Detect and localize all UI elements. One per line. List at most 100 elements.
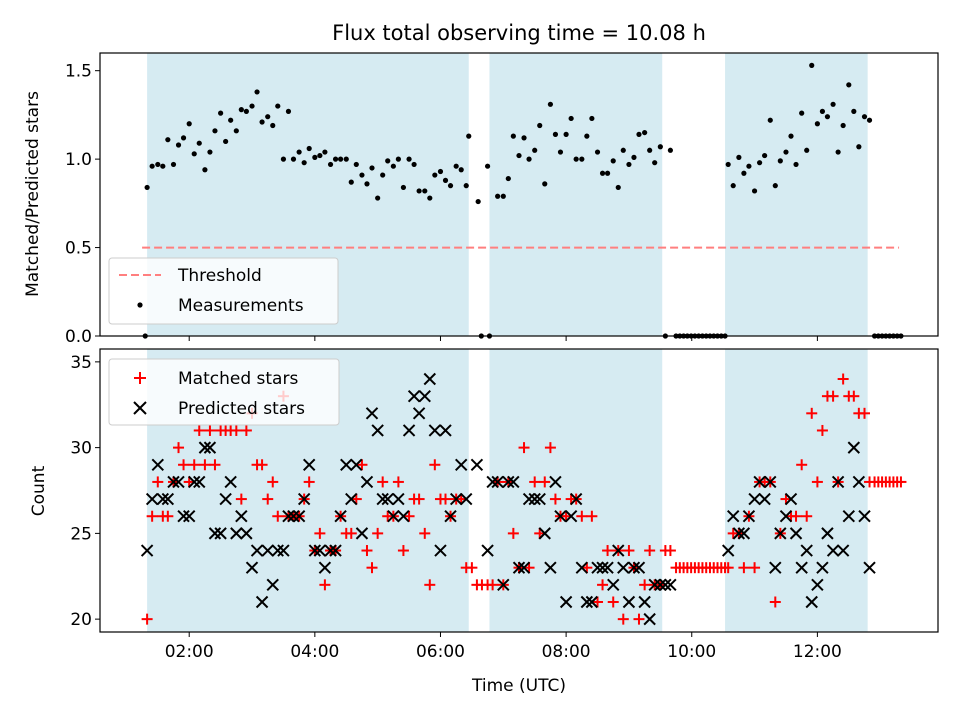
predicted-star-point: [774, 527, 787, 540]
predicted-star-point: [412, 407, 426, 420]
measurement-point: [155, 161, 161, 168]
matched-star-point: [586, 510, 598, 522]
measurement-point: [767, 117, 773, 123]
predicted-star-point: [654, 578, 667, 592]
measurement-point: [270, 122, 276, 129]
matched-star-point: [146, 510, 158, 522]
predicted-star-point: [198, 441, 212, 454]
predicted-star-point: [727, 510, 740, 523]
matched-star-point: [267, 476, 279, 488]
measurement-point: [620, 147, 626, 153]
measurement-point: [568, 115, 574, 122]
predicted-star-points: [140, 372, 876, 626]
measurement-point: [584, 133, 590, 139]
measurement-point: [563, 131, 569, 137]
predicted-star-point: [460, 492, 473, 506]
measurement-point: [285, 108, 292, 114]
top-legend: Threshold Measurements: [108, 257, 339, 325]
measurement-point: [495, 193, 501, 199]
measurement-point: [458, 167, 464, 173]
measurement-point: [447, 183, 454, 189]
matched-star-point: [256, 459, 268, 471]
matched-star-point: [345, 527, 357, 539]
predicted-star-point: [208, 527, 222, 540]
predicted-star-point: [397, 510, 410, 523]
measurement-point: [243, 108, 249, 114]
predicted-star-point: [167, 475, 180, 489]
predicted-star-point: [769, 561, 782, 574]
matched-star-point: [827, 390, 839, 402]
measurement-point: [442, 177, 449, 183]
predicted-star-point: [575, 561, 589, 574]
measurement-point: [751, 188, 758, 194]
matched-star-point: [235, 493, 247, 505]
matched-star-point: [397, 545, 409, 557]
predicted-star-point: [292, 510, 306, 523]
measurement-point: [819, 108, 826, 114]
matched-star-point: [372, 527, 384, 539]
measurement-point: [453, 163, 459, 169]
matched-star-point: [230, 424, 242, 436]
matched-star-point: [152, 476, 164, 488]
matched-star-point: [592, 596, 604, 608]
measurement-point: [542, 181, 548, 187]
chart-title: Flux total observing time = 10.08 h: [332, 21, 706, 45]
predicted-star-point: [569, 492, 583, 506]
predicted-star-point: [852, 475, 866, 489]
predicted-star-point: [732, 527, 746, 540]
legend-threshold-label: Threshold: [177, 266, 262, 286]
matched-star-point: [141, 613, 153, 625]
measurement-point: [510, 133, 516, 139]
predicted-star-point: [381, 492, 394, 506]
measurement-point: [809, 62, 815, 68]
measurement-point: [783, 149, 789, 155]
matched-star-point: [837, 373, 849, 385]
x-tick-label: 10:00: [667, 642, 716, 662]
measurement-point: [296, 149, 302, 155]
matched-star-point: [466, 562, 478, 574]
x-tick-label: 04:00: [290, 642, 339, 662]
predicted-star-point: [643, 612, 656, 626]
measurement-point: [400, 184, 407, 191]
predicted-star-point: [638, 595, 651, 609]
measurement-point: [652, 160, 658, 166]
measurement-point: [466, 133, 472, 139]
measurement-point: [599, 170, 606, 176]
y-tick-label: 0.0: [65, 327, 92, 347]
top-y-ticks: 0.0 0.5 1.0 1.5: [65, 62, 100, 347]
measurement-point: [861, 114, 868, 120]
predicted-star-point: [538, 527, 551, 540]
measurement-point: [788, 133, 794, 139]
matched-star-point: [403, 510, 415, 522]
predicted-star-point: [491, 475, 504, 489]
matched-star-point: [549, 493, 561, 505]
measurement-point: [186, 121, 192, 127]
matched-star-point: [419, 527, 431, 539]
measurement-point: [406, 156, 412, 162]
y-tick-label: 30: [70, 439, 92, 459]
measurement-point: [359, 172, 365, 178]
matched-star-point: [204, 424, 216, 436]
predicted-star-point: [151, 458, 165, 471]
predicted-star-point: [444, 510, 457, 523]
predicted-star-point: [402, 424, 416, 437]
predicted-star-point: [497, 578, 510, 592]
predicted-star-point: [648, 578, 661, 592]
predicted-star-point: [214, 527, 227, 540]
predicted-star-point: [329, 544, 342, 557]
measurement-point: [636, 131, 642, 137]
predicted-star-point: [831, 475, 845, 489]
measurement-point: [144, 184, 150, 191]
x-axis-label: Time (UTC): [471, 676, 566, 696]
measurement-point: [463, 183, 469, 189]
predicted-star-point: [585, 595, 599, 609]
matched-star-point: [303, 476, 315, 488]
legend-matched-label: Matched stars: [178, 369, 298, 389]
predicted-star-point: [821, 527, 834, 540]
predicted-star-point: [664, 578, 677, 592]
measurement-point: [364, 181, 370, 187]
predicted-star-point: [601, 561, 614, 574]
predicted-star-point: [407, 389, 421, 403]
predicted-star-point: [627, 561, 641, 574]
